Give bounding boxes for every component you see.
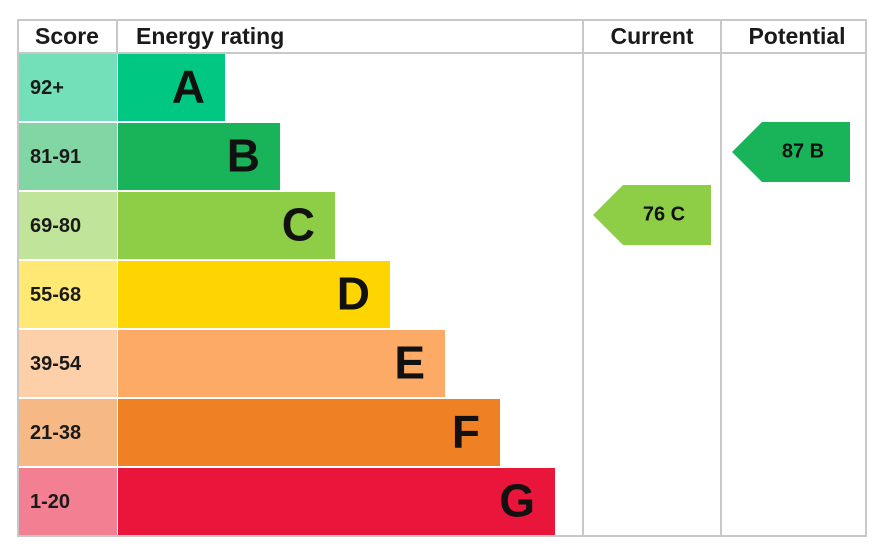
score-cell (19, 123, 117, 190)
score-cell (19, 54, 117, 121)
score-cell (19, 468, 117, 535)
rating-bar (118, 330, 445, 397)
potential-label: 87 B (782, 140, 824, 162)
band-letter: D (337, 268, 370, 320)
header-score: Score (35, 23, 99, 49)
score-label: 39-54 (30, 353, 82, 375)
current-arrow (593, 185, 711, 245)
current-label: 76 C (643, 203, 685, 225)
score-cell (19, 192, 117, 259)
rating-bar (118, 54, 225, 121)
band-letter: G (499, 475, 535, 527)
potential-arrow (732, 122, 850, 182)
score-cell (19, 399, 117, 466)
score-label: 21-38 (30, 422, 81, 444)
header-potential: Potential (748, 23, 845, 49)
band-letter: A (172, 61, 205, 113)
rating-bar (118, 261, 390, 328)
band-letter: E (394, 337, 425, 389)
rating-bar (118, 123, 280, 190)
header-current: Current (610, 23, 693, 49)
rating-bar (118, 468, 555, 535)
score-label: 1-20 (30, 491, 70, 513)
band-letter: C (282, 199, 315, 251)
score-cell (19, 330, 117, 397)
rating-bar (118, 399, 500, 466)
score-label: 81-91 (30, 146, 81, 168)
band-letter: B (227, 130, 260, 182)
score-label: 92+ (30, 77, 64, 99)
rating-bar (118, 192, 335, 259)
header-energy-rating: Energy rating (136, 23, 284, 49)
bands: 92+ A 81-91 B 69-80 C 55-68 D 39-54 E 21-38 F 1-20 G (19, 54, 555, 535)
score-cell (19, 261, 117, 328)
score-label: 55-68 (30, 284, 81, 306)
band-letter: F (452, 406, 480, 458)
score-label: 69-80 (30, 215, 81, 237)
